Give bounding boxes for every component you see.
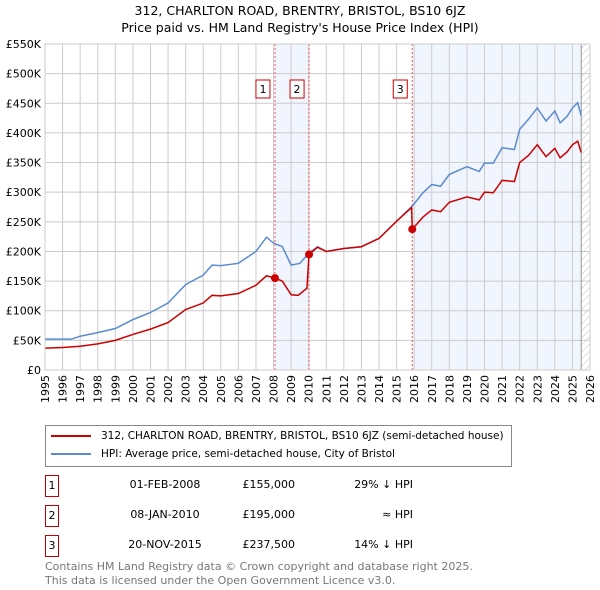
- footer-copyright: Contains HM Land Registry data © Crown c…: [45, 560, 473, 573]
- sale-point: [408, 225, 417, 234]
- sale-hpi-relation: 14% ↓ HPI: [354, 538, 413, 551]
- x-tick-label: 2013: [355, 375, 368, 403]
- x-tick-label: 2021: [496, 375, 509, 403]
- legend-label: 312, CHARLTON ROAD, BRENTRY, BRISTOL, BS…: [101, 430, 504, 442]
- sale-point: [305, 250, 314, 259]
- x-tick-label: 1998: [92, 375, 105, 403]
- x-tick-label: 2008: [268, 375, 281, 403]
- sale-label: 3: [397, 83, 404, 96]
- sale-price: £155,000: [242, 478, 296, 491]
- sale-price: £195,000: [242, 508, 296, 521]
- y-tick-label: £50K: [13, 334, 42, 347]
- sale-hpi-relation: ≈ HPI: [382, 508, 413, 521]
- sale-marker: 1: [45, 475, 59, 497]
- sale-row: 2 08-JAN-2010 £195,000 ≈ HPI: [45, 505, 445, 527]
- sale-row: 1 01-FEB-2008 £155,000 29% ↓ HPI: [45, 475, 445, 497]
- y-tick-label: £550K: [6, 38, 42, 51]
- sale-date: 20-NOV-2015: [128, 538, 202, 551]
- y-tick-label: £100K: [6, 305, 42, 318]
- sale-period-shading: [412, 44, 582, 370]
- y-tick-label: £450K: [6, 97, 42, 110]
- series-line: [44, 140, 582, 349]
- x-tick-label: 2004: [197, 375, 210, 403]
- x-tick-label: 1999: [109, 375, 122, 403]
- chart-title: 312, CHARLTON ROAD, BRENTRY, BRISTOL, BS…: [134, 3, 466, 18]
- sale-date: 01-FEB-2008: [129, 478, 201, 491]
- sale-point: [270, 274, 279, 283]
- sale-label-box: [255, 79, 271, 99]
- future-hatch: [581, 44, 590, 370]
- y-tick-label: £0: [27, 364, 41, 377]
- chart-subtitle: Price paid vs. HM Land Registry's House …: [121, 20, 479, 35]
- y-tick-label: £350K: [6, 157, 42, 170]
- blue-line-swatch: [51, 453, 91, 455]
- x-tick-label: 2002: [162, 375, 175, 403]
- x-tick-label: 2010: [303, 375, 316, 403]
- x-tick-label: 2015: [391, 375, 404, 403]
- sale-date: 08-JAN-2010: [130, 508, 200, 521]
- sale-label: 2: [294, 83, 301, 96]
- sale-label-box: [392, 79, 408, 99]
- x-tick-label: 2026: [584, 375, 597, 403]
- red-line-swatch: [51, 435, 91, 437]
- sale-hpi-relation: 29% ↓ HPI: [354, 478, 413, 491]
- y-tick-label: £250K: [6, 216, 42, 229]
- x-tick-label: 2022: [514, 375, 527, 403]
- legend-item-hpi: HPI: Average price, semi-detached house,…: [51, 448, 395, 460]
- y-tick-label: £400K: [6, 127, 42, 140]
- sale-label: 1: [259, 83, 266, 96]
- x-tick-label: 2024: [549, 375, 562, 403]
- y-tick-label: £150K: [6, 275, 42, 288]
- footer-licence: This data is licensed under the Open Gov…: [45, 574, 396, 587]
- x-tick-label: 1996: [57, 375, 70, 403]
- x-tick-label: 2006: [232, 375, 245, 403]
- x-tick-label: 2017: [426, 375, 439, 403]
- sale-price: £237,500: [242, 538, 296, 551]
- x-tick-label: 1997: [74, 375, 87, 403]
- x-tick-label: 2012: [338, 375, 351, 403]
- x-tick-label: 2023: [531, 375, 544, 403]
- sale-row: 3 20-NOV-2015 £237,500 14% ↓ HPI: [45, 535, 445, 557]
- x-tick-label: 2016: [408, 375, 421, 403]
- y-tick-label: £500K: [6, 68, 42, 81]
- y-tick-label: £300K: [6, 186, 42, 199]
- x-tick-label: 2003: [180, 375, 193, 403]
- x-tick-label: 1995: [39, 375, 52, 403]
- x-tick-label: 2025: [566, 375, 579, 403]
- x-tick-label: 2007: [250, 375, 263, 403]
- sale-marker: 3: [45, 535, 59, 557]
- sale-marker: 2: [45, 505, 59, 527]
- x-tick-label: 2020: [479, 375, 492, 403]
- x-tick-label: 2019: [461, 375, 474, 403]
- x-tick-label: 2014: [373, 375, 386, 403]
- legend-item-property: 312, CHARLTON ROAD, BRENTRY, BRISTOL, BS…: [51, 430, 504, 442]
- x-tick-label: 2001: [144, 375, 157, 403]
- x-tick-label: 2000: [127, 375, 140, 403]
- plot-border: [44, 43, 591, 371]
- x-tick-label: 2018: [443, 375, 456, 403]
- y-tick-label: £200K: [6, 245, 42, 258]
- legend-label: HPI: Average price, semi-detached house,…: [101, 448, 395, 460]
- legend: 312, CHARLTON ROAD, BRENTRY, BRISTOL, BS…: [45, 425, 512, 467]
- price-chart: 1995 1996 1997 1998 1999 2000 2001 2002 2003 2004…: [6, 38, 597, 403]
- x-tick-label: 2005: [215, 375, 228, 403]
- x-tick-label: 2011: [320, 375, 333, 403]
- x-tick-label: 2009: [285, 375, 298, 403]
- sale-label-box: [289, 79, 305, 99]
